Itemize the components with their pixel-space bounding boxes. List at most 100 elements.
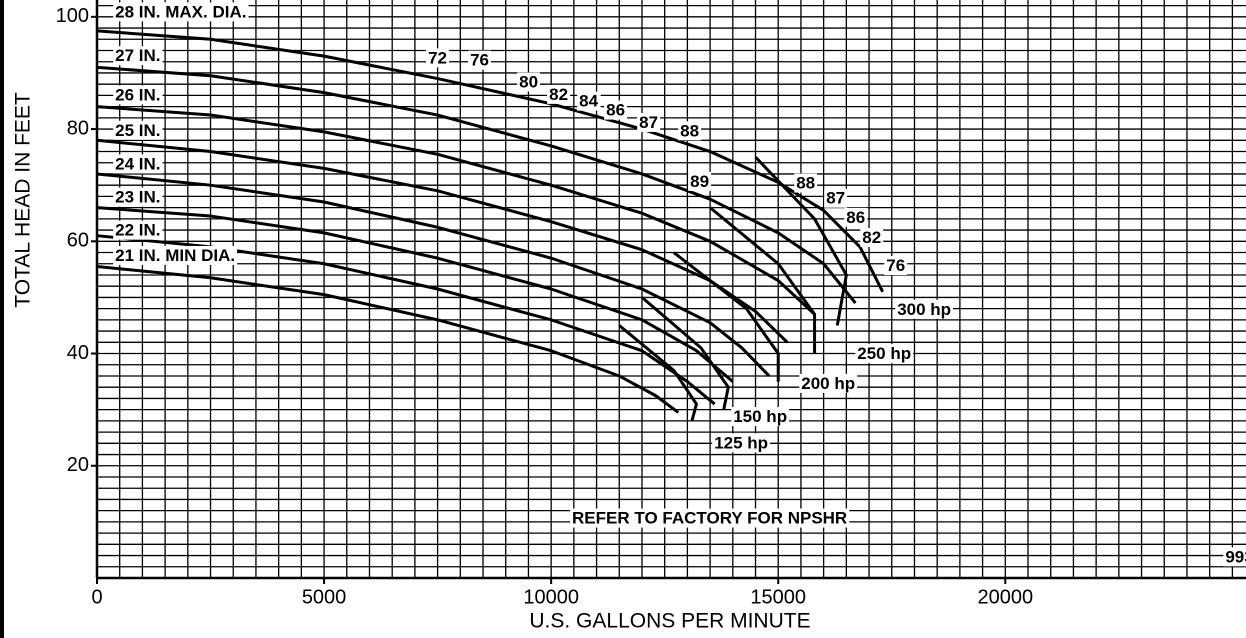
curve — [672, 251, 780, 382]
annotation-bg — [799, 373, 858, 393]
annotation-bg — [678, 121, 702, 141]
annotation-text: 82 — [862, 228, 881, 247]
annotation: 300 hp — [895, 299, 954, 319]
x-axis-label: U.S. GALLONS PER MINUTE — [529, 610, 810, 633]
annotation-bg — [860, 227, 884, 247]
curve — [709, 206, 817, 354]
annotation: 80 — [517, 72, 541, 92]
annotation-text: 200 hp — [801, 374, 855, 393]
annotation: 82 — [547, 84, 571, 104]
annotation-bg — [824, 188, 848, 208]
curve — [641, 296, 730, 410]
annotation-bg — [637, 112, 661, 132]
annotation: 86 — [604, 100, 628, 120]
annotation: 125 hp — [712, 433, 771, 453]
annotation-text: 86 — [846, 208, 865, 227]
annotation: 25 IN. — [113, 120, 163, 140]
curve — [96, 138, 789, 344]
annotation-text: 80 — [519, 73, 538, 92]
annotation-text: 76 — [886, 256, 905, 275]
curve — [96, 206, 734, 383]
annotation-text: 89 — [690, 172, 709, 191]
annotation: 26 IN. — [113, 85, 163, 105]
annotation-text: 88 — [680, 121, 699, 140]
annotation-text: 88 — [796, 174, 815, 193]
x-tick-label: 20000 — [977, 586, 1033, 608]
annotation-text: 76 — [470, 51, 489, 70]
annotation-bg — [517, 72, 541, 92]
curve — [96, 65, 857, 304]
annotation: 88 — [794, 173, 818, 193]
annotation: 72 — [426, 48, 449, 68]
annotation-text: 993 — [1225, 547, 1246, 566]
annotation: 82 — [860, 227, 884, 247]
curve — [618, 324, 698, 422]
curve — [754, 156, 848, 326]
annotation-bg — [570, 508, 850, 528]
y-tick-label: 60 — [67, 230, 89, 252]
annotation-text: 86 — [606, 101, 625, 120]
annotation: REFER TO FACTORY FOR NPSHR — [570, 508, 850, 528]
annotation: 28 IN. MAX. DIA. — [113, 2, 249, 22]
annotation: 84 — [577, 91, 601, 111]
annotation-bg — [547, 84, 571, 104]
curve — [96, 265, 680, 414]
annotation-text: 250 hp — [857, 344, 911, 363]
annotation-bg — [113, 46, 163, 66]
x-tick-label: 5000 — [302, 586, 347, 608]
annotation-bg — [113, 2, 249, 22]
annotation-bg — [895, 299, 954, 319]
annotation-bg — [577, 91, 601, 111]
annotation: 22 IN. — [113, 220, 163, 240]
annotation-bg — [113, 154, 163, 174]
annotation-text: 22 IN. — [115, 221, 160, 240]
curve — [96, 105, 816, 316]
annotation-text: 150 hp — [733, 407, 787, 426]
x-tick-label: 15000 — [750, 586, 806, 608]
y-tick-label: 40 — [67, 342, 89, 364]
annotation-text: 23 IN. — [115, 188, 160, 207]
annotation: 23 IN. — [113, 187, 163, 207]
annotation: 87 — [637, 112, 661, 132]
annotation: 88 — [678, 121, 702, 141]
curve — [96, 172, 771, 378]
annotation: 87 — [824, 188, 848, 208]
annotation-text: 26 IN. — [115, 85, 160, 104]
annotation-text: 24 IN. — [115, 154, 160, 173]
annotation: 27 IN. — [113, 46, 163, 66]
annotation: 21 IN. MIN DIA. — [113, 245, 238, 265]
annotation-bg — [426, 48, 449, 68]
annotation: 24 IN. — [113, 154, 163, 174]
y-axis-label: TOTAL HEAD IN FEET — [12, 92, 35, 308]
annotation-text: 72 — [428, 48, 447, 67]
left-border — [0, 0, 4, 638]
annotation-bg — [113, 85, 163, 105]
annotation: 200 hp — [799, 373, 858, 393]
annotation-bg — [604, 100, 628, 120]
annotation-bg — [731, 406, 790, 426]
y-tick-label: 20 — [67, 454, 89, 476]
annotation: 86 — [844, 207, 868, 227]
annotation-text: 87 — [639, 113, 658, 132]
annotation-text: 25 IN. — [115, 121, 160, 140]
annotation: 150 hp — [731, 406, 790, 426]
annotation-bg — [1223, 547, 1246, 567]
annotation-text: 87 — [826, 189, 845, 208]
x-tick-label: 0 — [91, 586, 102, 608]
annotation-text: 27 IN. — [115, 46, 160, 65]
annotation-text: 21 IN. MIN DIA. — [115, 246, 235, 265]
annotation-bg — [884, 256, 908, 276]
annotation-text: 300 hp — [897, 300, 951, 319]
annotation-text: 82 — [549, 85, 568, 104]
y-tick-label: 80 — [67, 117, 89, 139]
annotation-bg — [113, 220, 163, 240]
annotation: 250 hp — [855, 344, 914, 364]
annotation: 76 — [468, 50, 492, 70]
annotation-bg — [794, 173, 818, 193]
annotation-text: 84 — [579, 92, 598, 111]
annotation-bg — [844, 207, 868, 227]
annotation-bg — [113, 245, 238, 265]
annotation-text: 125 hp — [714, 433, 768, 452]
annotation-bg — [468, 50, 492, 70]
